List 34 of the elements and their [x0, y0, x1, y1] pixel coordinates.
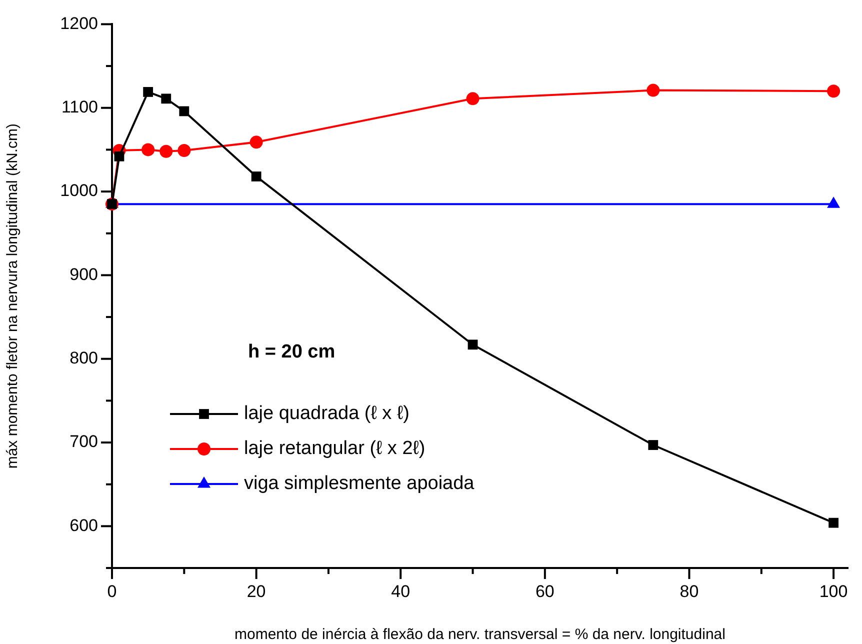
- x-tick-label: 100: [819, 582, 848, 601]
- x-tick-label: 60: [535, 582, 554, 601]
- point: [251, 172, 262, 182]
- point: [160, 144, 173, 158]
- legend-label: laje retangular (ℓ x 2ℓ): [244, 438, 426, 460]
- point: [178, 144, 191, 158]
- point: [827, 84, 840, 98]
- annotation: h = 20 cm: [248, 341, 336, 362]
- point: [466, 92, 480, 106]
- x-axis-title: momento de inércia à flexão da nerv. transversal = % da nerv. longitudinal: [234, 626, 726, 644]
- point: [142, 143, 155, 156]
- legend-label: viga simplesmente apoiada: [244, 473, 475, 494]
- point: [179, 106, 190, 116]
- point: [648, 440, 658, 450]
- x-tick-label: 80: [680, 582, 699, 601]
- y-tick-label: 1000: [60, 181, 98, 200]
- point: [646, 84, 660, 97]
- point: [828, 518, 838, 528]
- point: [161, 94, 172, 104]
- point: [250, 136, 263, 149]
- legend-label: laje quadrada (ℓ x ℓ): [244, 403, 410, 424]
- y-tick-label: 800: [70, 348, 98, 368]
- x-tick-label: 0: [107, 582, 117, 601]
- x-tick-label: 20: [246, 582, 266, 601]
- y-tick-label: 1200: [60, 14, 98, 33]
- point: [114, 151, 124, 162]
- x-tick-label: 40: [391, 582, 410, 601]
- y-tick-label: 900: [70, 264, 98, 284]
- point: [143, 87, 154, 97]
- y-axis-title: máx momento fletor na nervura longitudinal (kN.cm): [4, 124, 22, 469]
- y-tick-label: 1100: [61, 98, 98, 117]
- y-tick-label: 700: [70, 432, 98, 452]
- point: [468, 340, 478, 350]
- y-tick-label: 600: [70, 516, 98, 535]
